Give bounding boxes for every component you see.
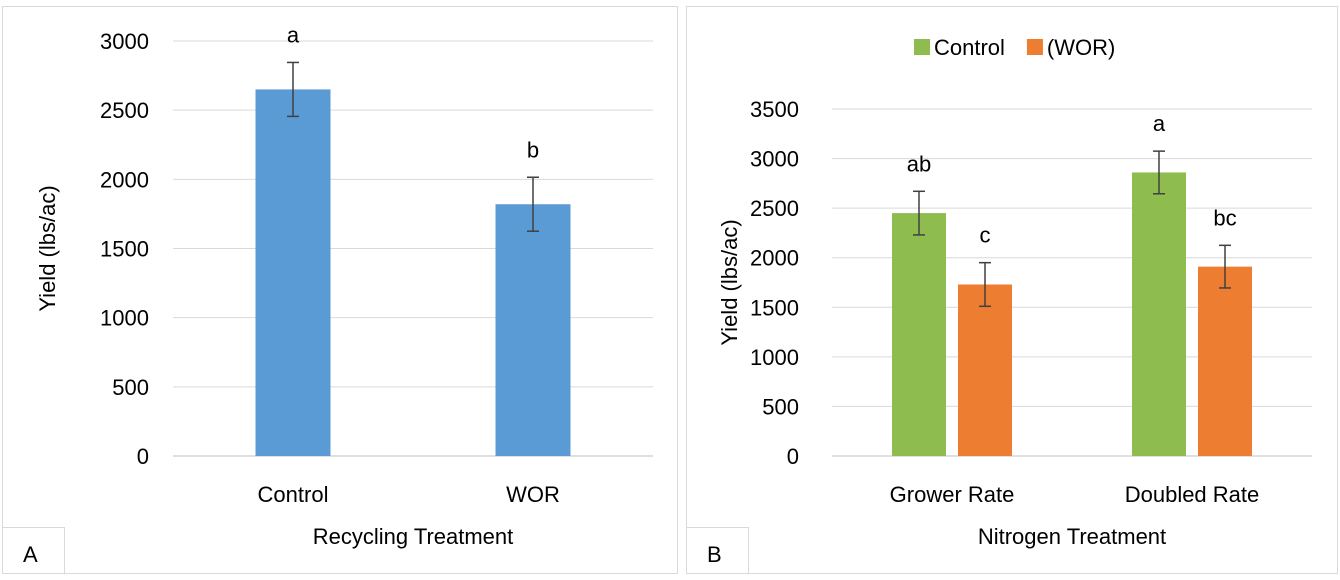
legend-label-control: Control bbox=[934, 35, 1005, 60]
chart-panel-a: 0 500 1000 1500 2000 2500 3000 a Control b WOR Recy… bbox=[2, 6, 678, 574]
legend-swatch-wor bbox=[1026, 39, 1043, 55]
y-tick-label: 1000 bbox=[750, 345, 799, 370]
y-tick-label: 500 bbox=[112, 375, 149, 400]
chart-a-svg: 0 500 1000 1500 2000 2500 3000 a Control b WOR Recy… bbox=[35, 22, 653, 549]
significance-label: bc bbox=[1213, 205, 1236, 230]
x-tick-label: Grower Rate bbox=[890, 482, 1015, 507]
y-tick-label: 1500 bbox=[750, 295, 799, 320]
y-tick-label: 0 bbox=[787, 444, 799, 469]
bar-wor-grower bbox=[958, 284, 1012, 456]
y-tick-label: 2000 bbox=[750, 246, 799, 271]
legend-swatch-control bbox=[914, 39, 930, 55]
bar-control-doubled bbox=[1132, 172, 1186, 457]
y-tick-label: 3000 bbox=[750, 147, 799, 172]
y-axis-title: Yield (lbs/ac) bbox=[717, 219, 742, 345]
bar-wor bbox=[495, 204, 571, 456]
y-tick-label: 3500 bbox=[750, 97, 799, 122]
x-axis-title: Nitrogen Treatment bbox=[978, 524, 1166, 549]
y-tick-label: 2500 bbox=[750, 196, 799, 221]
y-tick-label: 1500 bbox=[100, 237, 149, 262]
y-tick-label: 500 bbox=[762, 394, 799, 419]
y-tick-label: 0 bbox=[137, 444, 149, 469]
x-tick-label: Doubled Rate bbox=[1125, 482, 1260, 507]
panel-label-a: A bbox=[3, 527, 65, 573]
significance-label: a bbox=[287, 22, 300, 47]
significance-label: a bbox=[1153, 111, 1166, 136]
legend-label-wor: (WOR) bbox=[1047, 35, 1115, 60]
y-tick-label: 2500 bbox=[100, 98, 149, 123]
x-axis-title: Recycling Treatment bbox=[313, 524, 514, 549]
y-tick-label: 3000 bbox=[100, 29, 149, 54]
bar-control bbox=[255, 89, 331, 457]
significance-label: b bbox=[527, 137, 539, 162]
panel-label-b: B bbox=[687, 527, 749, 573]
y-tick-label: 2000 bbox=[100, 167, 149, 192]
significance-label: ab bbox=[907, 151, 931, 176]
x-tick-label: WOR bbox=[506, 482, 560, 507]
bar-control-grower bbox=[892, 213, 946, 456]
x-tick-label: Control bbox=[258, 482, 329, 507]
y-tick-label: 1000 bbox=[100, 306, 149, 331]
bar-wor-doubled bbox=[1198, 266, 1252, 456]
significance-label: c bbox=[980, 223, 991, 248]
chart-panel-b: 0 500 1000 1500 2000 2500 3000 3500 ab c Grower Ra… bbox=[686, 6, 1338, 574]
y-axis-title: Yield (lbs/ac) bbox=[35, 185, 60, 311]
